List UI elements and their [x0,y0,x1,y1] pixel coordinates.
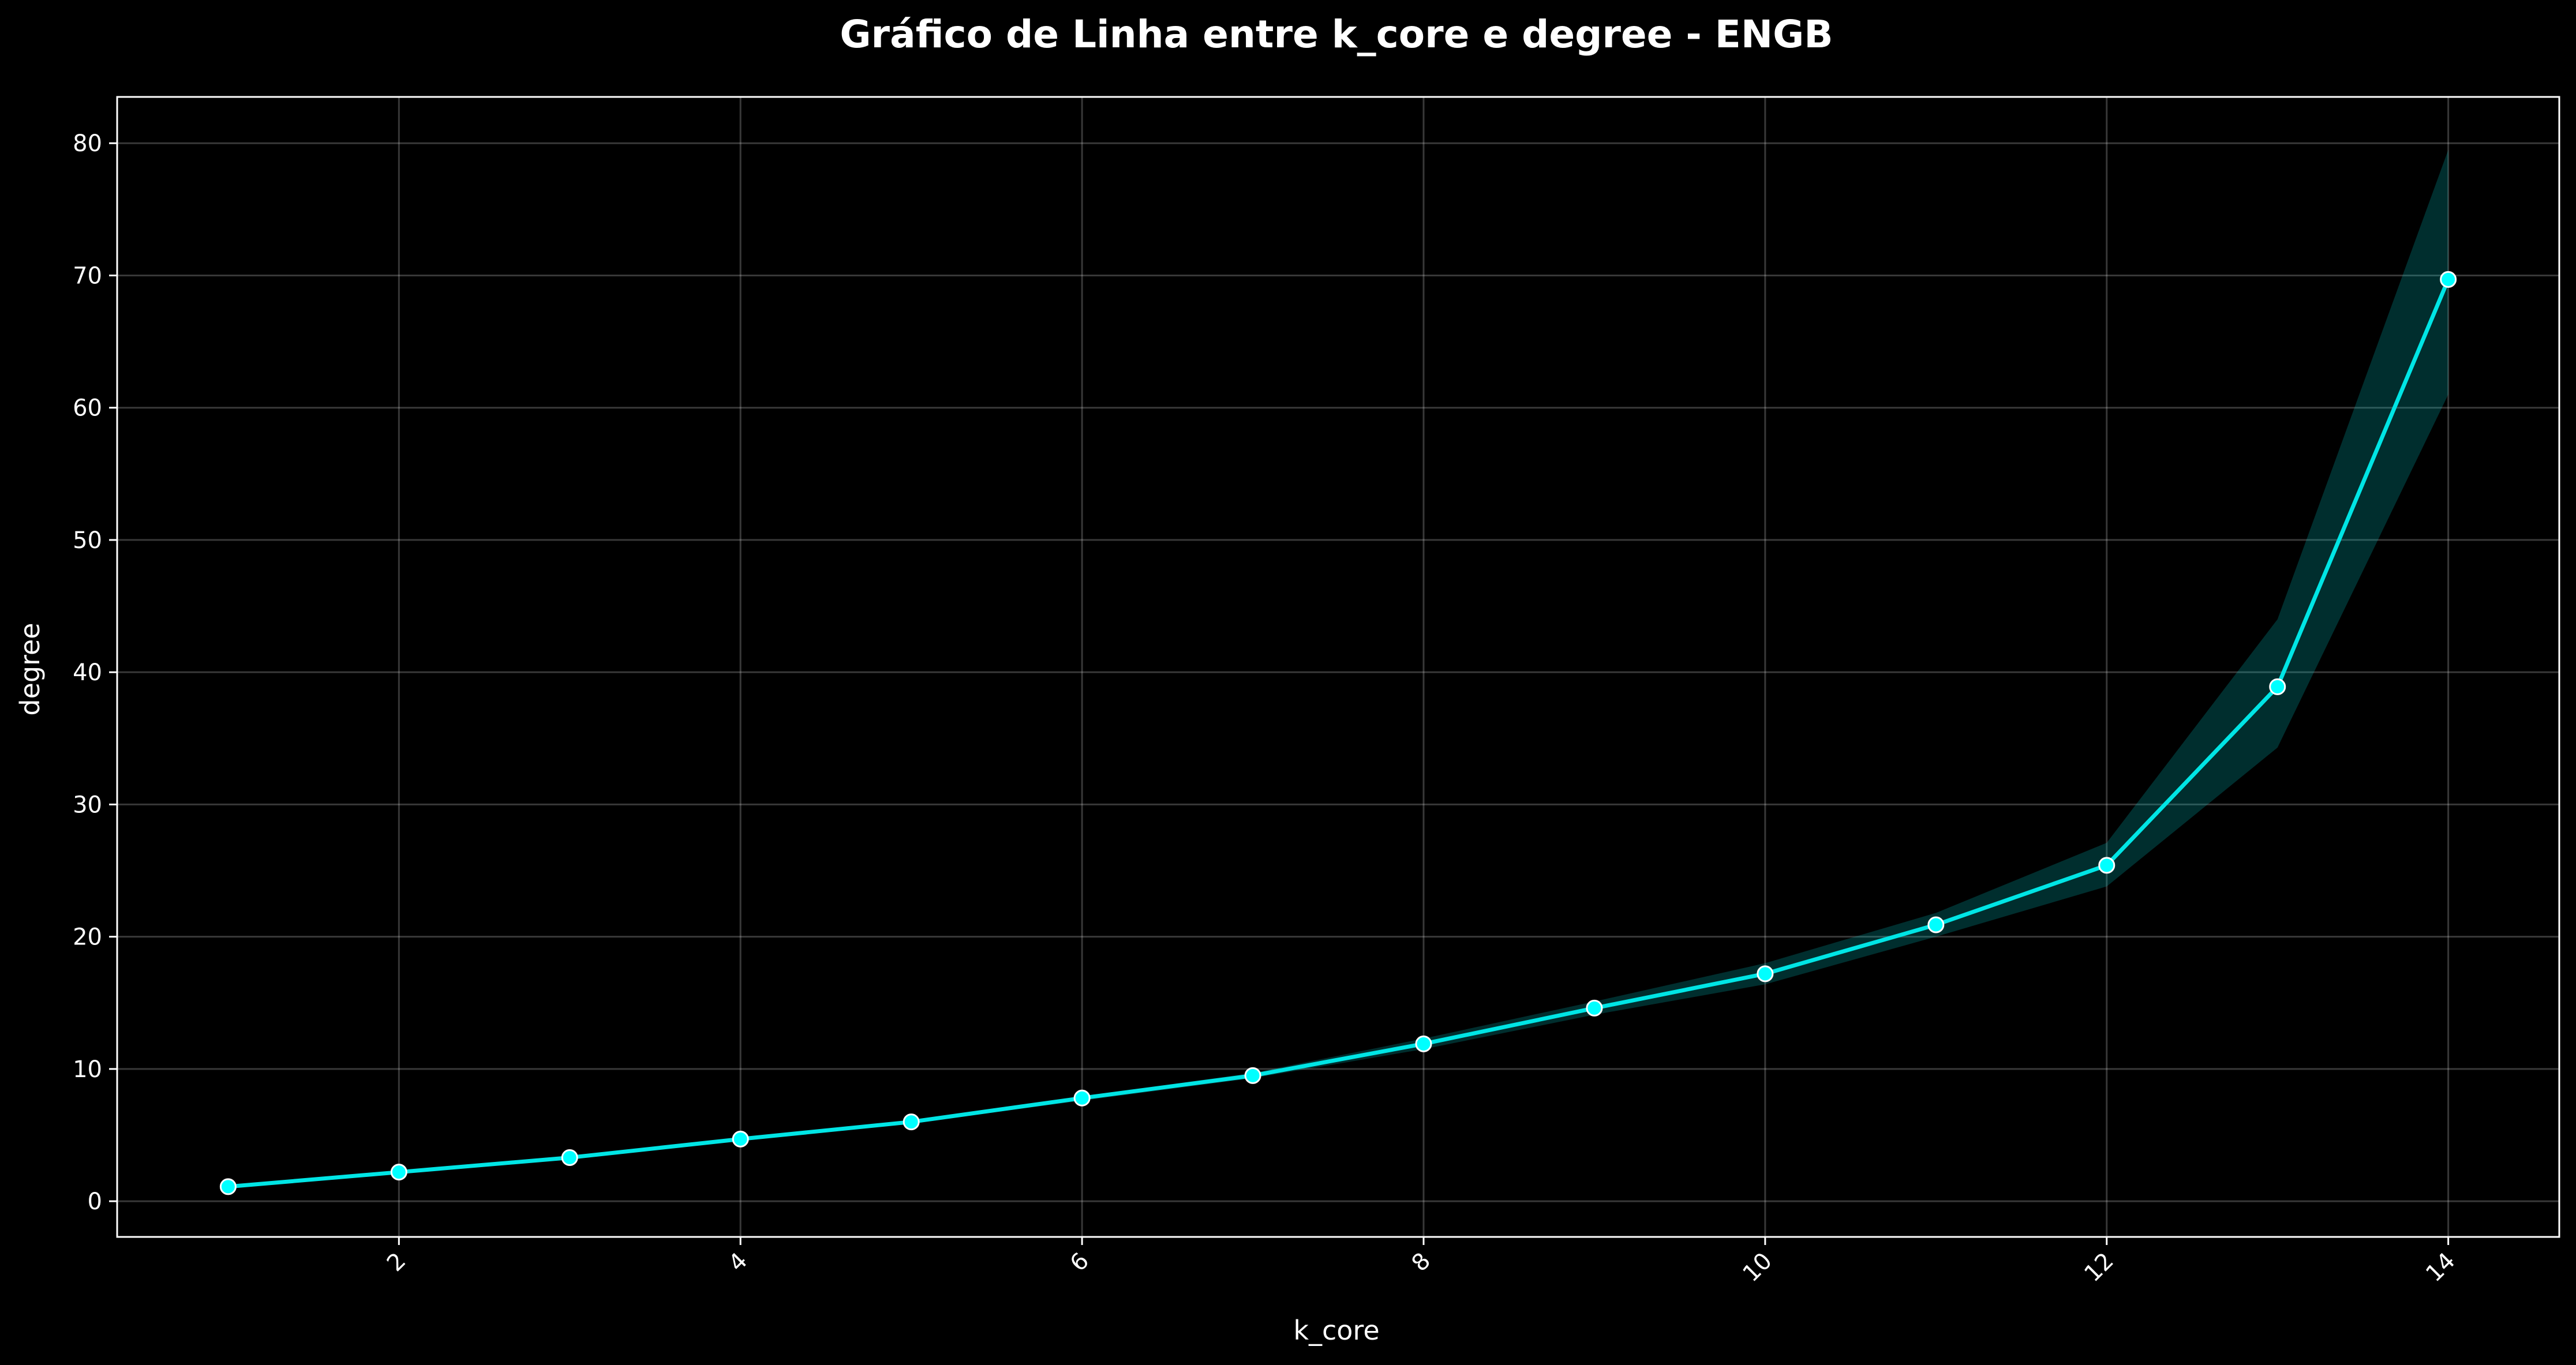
confidence-band [228,149,2448,1188]
data-point [1586,999,1603,1017]
data-point [219,1178,237,1195]
data-point [903,1113,920,1131]
y-tick-label: 80 [73,130,102,157]
data-point [1415,1035,1432,1052]
data-point [561,1149,578,1166]
x-tick-label: 4 [724,1248,753,1277]
y-tick-label: 50 [73,527,102,554]
y-tick-label: 40 [73,659,102,686]
x-tick-label: 10 [1738,1248,1777,1288]
y-tick-label: 30 [73,792,102,818]
x-tick-label: 12 [2079,1248,2119,1288]
x-tick-label: 2 [382,1248,411,1277]
data-point [1757,965,1774,982]
x-tick-label: 8 [1407,1248,1436,1277]
data-point [2098,857,2116,874]
x-axis-label: k_core [1293,1315,1379,1346]
x-tick-labels: 2 4 6 8 10 12 14 [382,1237,2461,1287]
y-tick-label: 20 [73,924,102,951]
grid-lines [117,97,2559,1237]
data-point [2440,271,2457,288]
data-point [732,1130,749,1148]
data-point [2269,678,2286,695]
confidence-band-layer [228,149,2448,1188]
series-line-layer [226,277,2451,1189]
data-point [1244,1067,1261,1084]
data-point-layer [219,271,2457,1195]
data-point [1927,916,1945,933]
chart-title: Gráfico de Linha entre k_core e degree -… [840,12,1833,57]
y-tick-label: 10 [73,1056,102,1083]
series-line [226,277,2451,1189]
plot-frame [116,96,2560,1238]
data-point [1073,1089,1091,1107]
y-tick-label: 0 [88,1188,102,1215]
y-tick-labels: 0 10 20 30 40 50 60 70 80 [73,130,117,1215]
x-tick-label: 6 [1065,1248,1095,1277]
y-tick-label: 60 [73,395,102,422]
x-tick-label: 14 [2421,1248,2461,1288]
y-axis-label: degree [14,622,46,715]
y-tick-label: 70 [73,262,102,289]
data-point [390,1164,407,1181]
